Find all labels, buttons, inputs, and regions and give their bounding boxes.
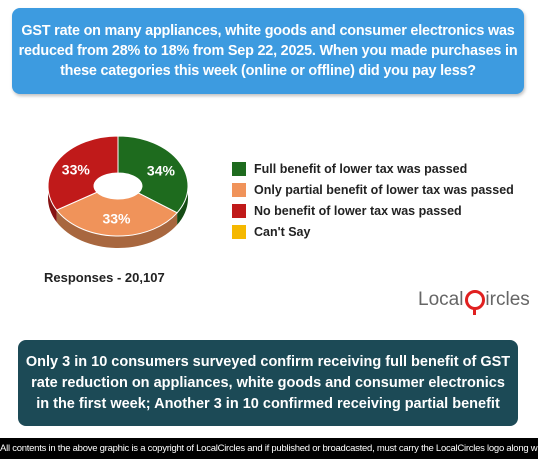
legend-item-0: Full benefit of lower tax was passed [232, 158, 514, 179]
legend-swatch-0 [232, 161, 246, 176]
legend-item-3: Can't Say [232, 221, 514, 242]
legend-swatch-1 [232, 182, 246, 197]
summary-banner: Only 3 in 10 consumers surveyed confirm … [18, 340, 518, 426]
legend-label-0: Full benefit of lower tax was passed [254, 161, 468, 176]
donut-hole [94, 173, 142, 199]
pie-data-label-1: 33% [102, 210, 131, 226]
pie-data-label-0: 34% [147, 162, 176, 178]
logo-circle-icon [465, 290, 486, 315]
logo-text-left: Local [418, 289, 464, 310]
localcircles-logo: Local ircles [418, 288, 530, 315]
legend-item-1: Only partial benefit of lower tax was pa… [232, 179, 514, 200]
chart-legend: Full benefit of lower tax was passed Only… [232, 158, 514, 242]
pie-slice-side-1 [56, 210, 178, 248]
question-text: GST rate on many appliances, white goods… [18, 23, 518, 79]
legend-swatch-2 [232, 203, 246, 218]
donut-chart: 34% 33% 33% [47, 135, 189, 248]
legend-item-2: No benefit of lower tax was passed [232, 200, 514, 221]
logo-text-right: ircles [485, 289, 530, 310]
copyright-footer: All contents in the above graphic is a c… [0, 438, 538, 459]
summary-text: Only 3 in 10 consumers surveyed confirm … [25, 353, 511, 412]
responses-count: Responses - 20,107 [44, 270, 165, 285]
legend-label-3: Can't Say [254, 224, 311, 239]
legend-label-1: Only partial benefit of lower tax was pa… [254, 182, 514, 197]
question-banner: GST rate on many appliances, white goods… [12, 8, 524, 94]
pie-data-label-2: 33% [62, 161, 91, 177]
legend-swatch-3 [232, 224, 246, 239]
legend-label-2: No benefit of lower tax was passed [254, 203, 462, 218]
